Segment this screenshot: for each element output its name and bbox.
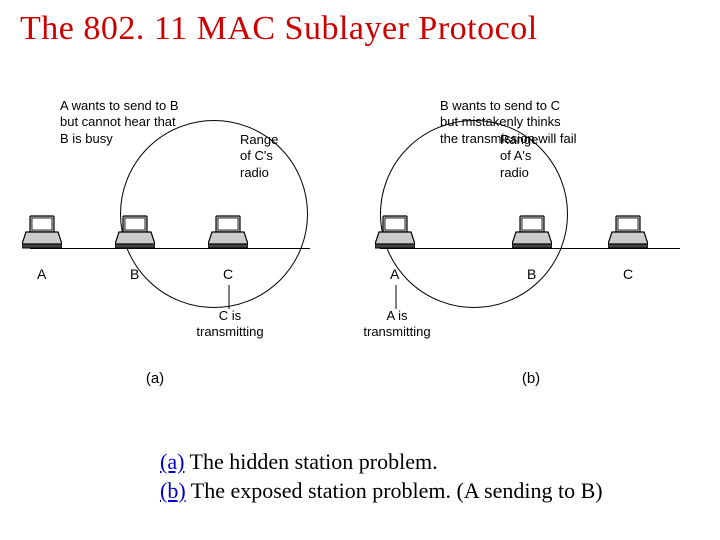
tx-right-l1: A is bbox=[387, 308, 408, 323]
caption-link-b[interactable]: (b) bbox=[160, 478, 186, 503]
range-label-right: Range of A's radio bbox=[500, 132, 538, 181]
pointer-left bbox=[225, 285, 233, 309]
range-right-l2: of A's bbox=[500, 148, 531, 163]
laptop-c-right bbox=[608, 214, 648, 250]
diagram-area: A wants to send to B but cannot hear tha… bbox=[30, 90, 690, 390]
range-left-l3: radio bbox=[240, 165, 269, 180]
label-c-right: C bbox=[623, 266, 633, 282]
transmitting-right: A is transmitting bbox=[352, 308, 442, 341]
label-b-right: B bbox=[527, 266, 536, 282]
range-left-l2: of C's bbox=[240, 148, 273, 163]
laptop-b-right bbox=[512, 214, 552, 250]
label-b-left: B bbox=[130, 266, 139, 282]
desc-left-l2: but cannot hear that bbox=[60, 114, 176, 129]
transmitting-left: C is transmitting bbox=[185, 308, 275, 341]
desc-left-l1: A wants to send to B bbox=[60, 98, 179, 113]
sublabel-a: (a) bbox=[140, 370, 170, 387]
caption: (a) The hidden station problem. (b) The … bbox=[160, 448, 603, 505]
caption-line1: The hidden station problem. bbox=[184, 449, 437, 474]
laptop-a-right bbox=[375, 214, 415, 250]
label-a-right: A bbox=[390, 266, 399, 282]
sublabel-b: (b) bbox=[516, 370, 546, 387]
baseline-left bbox=[30, 248, 310, 249]
desc-right-l1: B wants to send to C bbox=[440, 98, 560, 113]
range-left-l1: Range bbox=[240, 132, 278, 147]
label-c-left: C bbox=[223, 266, 233, 282]
range-label-left: Range of C's radio bbox=[240, 132, 278, 181]
pointer-right bbox=[392, 285, 400, 309]
slide-title: The 802. 11 MAC Sublayer Protocol bbox=[20, 10, 700, 48]
range-right-l1: Range bbox=[500, 132, 538, 147]
laptop-c-left bbox=[208, 214, 248, 250]
label-a-left: A bbox=[37, 266, 46, 282]
caption-link-a[interactable]: (a) bbox=[160, 449, 184, 474]
laptop-a-left bbox=[22, 214, 62, 250]
desc-left-l3: B is busy bbox=[60, 131, 113, 146]
tx-left-l1: C is bbox=[219, 308, 241, 323]
laptop-b-left bbox=[115, 214, 155, 250]
tx-right-l2: transmitting bbox=[363, 324, 430, 339]
range-right-l3: radio bbox=[500, 165, 529, 180]
tx-left-l2: transmitting bbox=[196, 324, 263, 339]
caption-line2: The exposed station problem. (A sending … bbox=[186, 478, 603, 503]
